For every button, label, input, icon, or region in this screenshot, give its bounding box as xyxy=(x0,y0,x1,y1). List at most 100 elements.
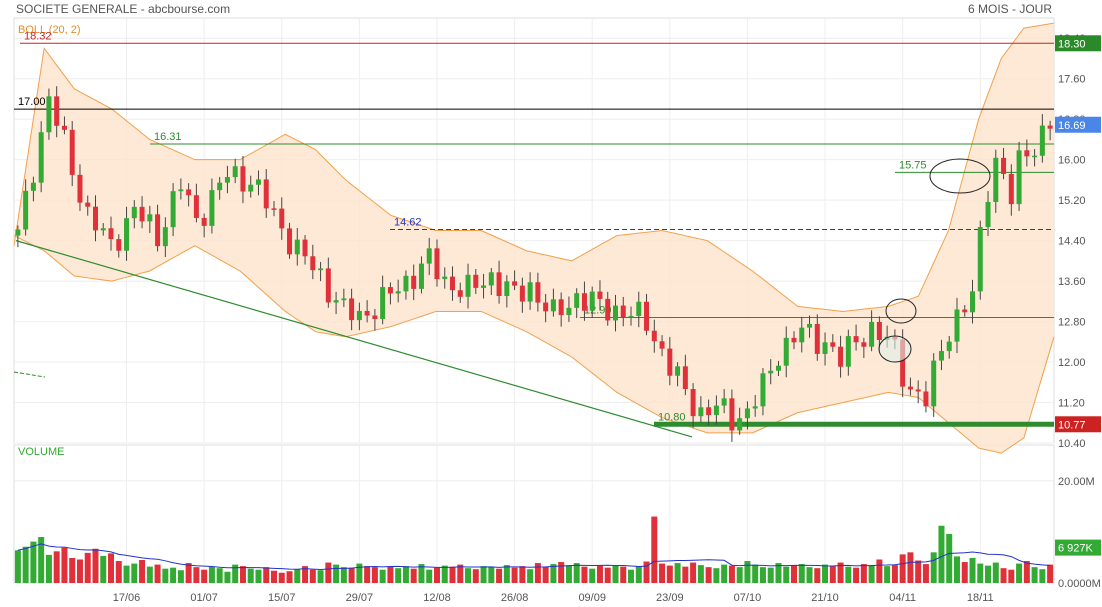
volume-bar xyxy=(775,563,782,583)
volume-bar xyxy=(333,564,340,583)
candle-body xyxy=(729,398,735,431)
candle-body xyxy=(333,300,339,303)
candle-body xyxy=(450,276,456,291)
candle-body xyxy=(15,229,21,236)
volume-tick-label: 20.00M xyxy=(1058,476,1095,488)
volume-bar xyxy=(325,562,332,583)
level-label: 17.00 xyxy=(18,96,46,108)
volume-bar xyxy=(612,565,619,583)
volume-bar xyxy=(938,525,945,583)
volume-bar xyxy=(38,537,45,583)
candle-body xyxy=(876,321,882,341)
x-tick-label: 15/07 xyxy=(268,592,296,604)
x-tick-label: 18/11 xyxy=(967,592,994,604)
x-tick-label: 07/10 xyxy=(734,592,762,604)
volume-bar xyxy=(713,568,720,583)
candle-body xyxy=(310,256,316,271)
candle-body xyxy=(574,293,580,308)
candle-body xyxy=(240,166,246,192)
volume-bar xyxy=(317,570,324,583)
candle-body xyxy=(349,298,355,321)
candle-body xyxy=(263,179,269,209)
candle-body xyxy=(1039,125,1045,156)
price-badge-label: 10.77 xyxy=(1058,419,1086,431)
volume-bar xyxy=(705,567,712,583)
x-tick-label: 04/11 xyxy=(889,592,916,604)
volume-bar xyxy=(635,566,642,583)
candle-body xyxy=(387,287,393,294)
x-tick-label: 01/07 xyxy=(190,592,218,604)
volume-bar xyxy=(139,560,146,583)
volume-bar xyxy=(1023,561,1030,583)
annotation-ellipse xyxy=(878,335,912,363)
candle-body xyxy=(69,129,75,175)
candle-body xyxy=(442,276,448,280)
volume-bar xyxy=(465,568,472,583)
candle-body xyxy=(768,370,774,374)
candle-body xyxy=(131,206,137,219)
candle-body xyxy=(139,206,145,222)
volume-bar xyxy=(728,565,735,583)
volume-bar xyxy=(488,567,495,583)
volume-bar xyxy=(915,560,922,583)
volume-bar xyxy=(247,568,254,583)
chart-title: SOCIETE GENERALE - abcbourse.com xyxy=(16,2,231,16)
volume-bar xyxy=(946,533,953,583)
volume-bar xyxy=(511,567,518,583)
candle-body xyxy=(550,299,556,312)
candle-body xyxy=(558,299,564,316)
volume-bar xyxy=(744,561,751,583)
y-tick-label: 16.00 xyxy=(1058,155,1086,167)
candle-body xyxy=(178,189,184,192)
candle-body xyxy=(287,228,293,255)
period-label[interactable]: 6 MOIS - JOUR xyxy=(967,2,1052,16)
volume-bar xyxy=(92,548,99,583)
support-trendline xyxy=(15,240,693,438)
candle-body xyxy=(915,389,921,392)
volume-bar xyxy=(853,567,860,583)
volume-bar xyxy=(1047,564,1054,583)
candle-body xyxy=(30,182,36,191)
candle-body xyxy=(1008,173,1014,205)
volume-bar xyxy=(682,566,689,583)
volume-bar xyxy=(519,566,526,583)
volume-bar xyxy=(558,562,565,583)
volume-bar xyxy=(364,566,371,583)
volume-bar xyxy=(193,567,200,583)
candle-body xyxy=(209,190,215,226)
volume-bar xyxy=(115,561,122,583)
candle-body xyxy=(838,346,844,367)
candle-body xyxy=(294,239,300,255)
volume-bar xyxy=(239,566,246,583)
volume-bar xyxy=(356,563,363,583)
volume-bar xyxy=(868,565,875,583)
price-badge-label: 16.69 xyxy=(1058,120,1086,132)
candle-body xyxy=(923,391,929,407)
volume-bar xyxy=(736,567,743,583)
candle-body xyxy=(279,208,285,229)
volume-bar xyxy=(418,564,425,583)
volume-bar xyxy=(426,569,433,583)
volume-bar xyxy=(596,565,603,583)
volume-bar xyxy=(395,568,402,583)
candle-body xyxy=(473,274,479,288)
candle-body xyxy=(248,184,254,192)
candle-body xyxy=(217,182,223,191)
candle-body xyxy=(713,405,719,416)
volume-bar xyxy=(45,554,52,583)
candle-body xyxy=(807,323,813,328)
candle-body xyxy=(116,239,122,251)
volume-bar xyxy=(985,565,992,583)
volume-bar xyxy=(208,566,215,583)
candle-body xyxy=(636,301,642,316)
candle-body xyxy=(108,228,114,240)
candle-body xyxy=(543,302,549,312)
volume-bar xyxy=(30,541,37,583)
volume-bar xyxy=(1039,569,1046,583)
x-tick-label: 21/10 xyxy=(811,592,839,604)
candle-body xyxy=(644,301,650,331)
x-tick-label: 23/09 xyxy=(656,592,684,604)
volume-bar xyxy=(674,563,681,583)
volume-badge-label: 6 927K xyxy=(1058,543,1094,555)
